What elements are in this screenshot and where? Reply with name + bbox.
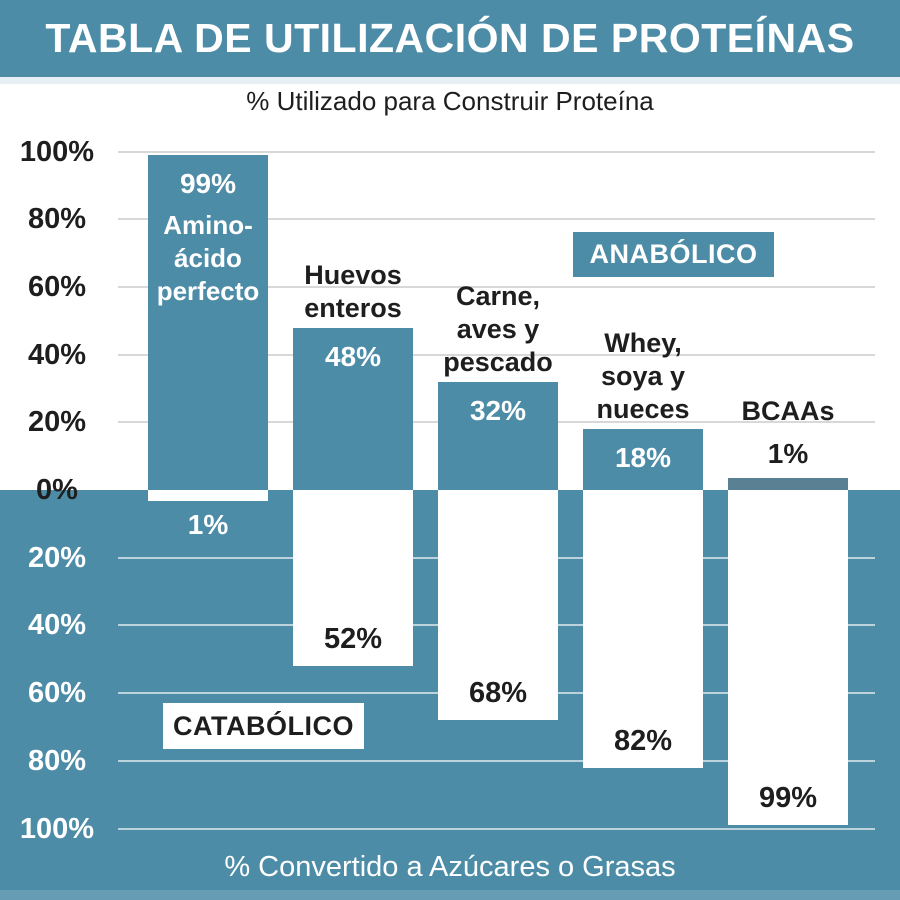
y-axis-tick-up: 20% — [27, 406, 87, 439]
gridline-bottom — [118, 759, 875, 762]
bar-value-catabolic: 82% — [613, 724, 673, 757]
y-axis-tick-up: 40% — [27, 338, 87, 371]
gridline-bottom — [118, 827, 875, 830]
bar-value-catabolic: 52% — [323, 623, 383, 656]
bar-value-catabolic: 68% — [468, 677, 528, 710]
bar-catabolic: 82% — [583, 490, 703, 768]
y-axis-tick-down: 40% — [27, 609, 87, 642]
bar-anabolic: 99% Amino- ácido perfecto — [148, 154, 268, 490]
bar-value-anabolic: 1% — [767, 438, 809, 469]
gridline-top — [118, 285, 875, 288]
bar-category-label: BCAAs — [741, 396, 835, 426]
footer-strip — [0, 890, 900, 900]
y-axis-tick-down: 100% — [19, 812, 95, 845]
bar-category-label: Carne, aves y pescado — [443, 280, 553, 377]
bar-catabolic: 99% — [728, 490, 848, 826]
y-axis-tick-up: 0% — [36, 474, 78, 506]
gridline-top — [118, 150, 875, 153]
bar-value-anabolic: 32% — [469, 394, 527, 426]
bar-category-label: Huevos enteros — [304, 259, 402, 323]
y-axis-tick-up: 60% — [27, 270, 87, 303]
bar-anabolic: 32% — [438, 381, 558, 490]
bar-catabolic: 68% — [438, 490, 558, 721]
header-fade-strip — [0, 77, 900, 84]
page-title: TABLA DE UTILIZACIÓN DE PROTEÍNAS — [45, 15, 855, 61]
bar-value-anabolic: 48% — [324, 340, 382, 372]
bar-category-label: Amino- ácido perfecto — [156, 209, 260, 306]
bar-category-label: Whey, soya y nueces — [596, 328, 690, 425]
bar-anabolic: 48% — [293, 327, 413, 490]
bar-anabolic: 18% — [583, 429, 703, 490]
gridline-top — [118, 353, 875, 356]
bar-catabolic: 52% — [293, 490, 413, 667]
top-axis-title: % Utilizado para Construir Proteína — [246, 86, 654, 116]
header-banner: TABLA DE UTILIZACIÓN DE PROTEÍNAS — [0, 0, 900, 77]
bar-catabolic — [148, 490, 268, 501]
y-axis-tick-up: 80% — [27, 203, 87, 236]
bottom-axis-title: % Convertido a Azúcares o Grasas — [224, 851, 676, 883]
y-axis-tick-down: 80% — [27, 744, 87, 777]
bar-value-catabolic: 99% — [758, 782, 818, 815]
gridline-top — [118, 218, 875, 221]
zone-badge-anabolic: ANABÓLICO — [573, 232, 774, 277]
zone-badge-catabolic: CATABÓLICO — [163, 703, 364, 749]
bar-value-catabolic: 1% — [187, 509, 229, 540]
y-axis-tick-up: 100% — [19, 135, 95, 168]
bar-value-anabolic: 99% — [179, 167, 237, 199]
y-axis-tick-down: 20% — [27, 541, 87, 574]
bar-value-anabolic: 18% — [614, 442, 672, 474]
y-axis-tick-down: 60% — [27, 677, 87, 710]
bar-anabolic — [728, 478, 848, 490]
